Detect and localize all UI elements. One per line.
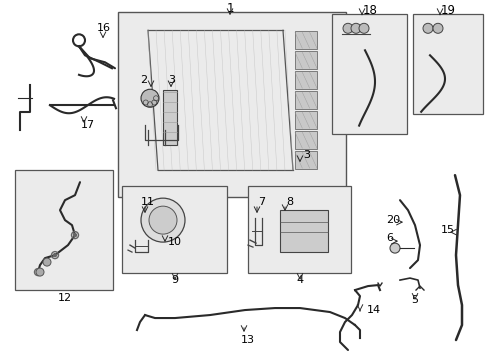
Text: 8: 8 [286,197,293,207]
Text: 20: 20 [385,215,399,225]
Bar [294,31,316,49]
Circle shape [358,23,368,33]
Circle shape [432,23,442,33]
Text: 7: 7 [258,197,265,207]
Bar [280,210,327,252]
Text: 6: 6 [386,233,393,243]
Text: 2: 2 [140,75,147,85]
Text: 11: 11 [141,197,155,207]
Text: 4: 4 [296,275,303,285]
Circle shape [43,258,51,266]
Bar [294,151,316,169]
Circle shape [36,268,44,276]
Text: 1: 1 [226,2,233,15]
Circle shape [37,271,40,274]
Circle shape [53,253,57,257]
Text: 13: 13 [241,335,254,345]
Text: 16: 16 [97,23,111,33]
Circle shape [73,234,76,237]
Bar [15,170,113,290]
Bar [122,186,226,273]
Bar [412,14,482,114]
Text: 9: 9 [171,275,178,285]
Text: 17: 17 [81,120,95,130]
Text: 10: 10 [168,237,182,247]
Text: 3: 3 [303,150,310,160]
Circle shape [141,198,184,242]
Circle shape [141,89,159,107]
Circle shape [342,23,352,33]
Bar [294,131,316,149]
Text: 5: 5 [411,295,418,305]
Text: 3: 3 [168,75,175,85]
Bar [294,111,316,129]
Text: 14: 14 [366,305,380,315]
Bar [163,90,177,145]
Text: 12: 12 [58,293,72,303]
Text: 18: 18 [362,4,377,17]
Circle shape [350,23,360,33]
Circle shape [389,243,399,253]
Text: 19: 19 [440,4,454,17]
Bar [118,12,346,197]
Bar [294,51,316,69]
Bar [294,91,316,109]
Text: 15: 15 [440,225,454,235]
Bar [294,71,316,89]
Bar [247,186,350,273]
Circle shape [149,206,177,234]
Bar [331,14,406,134]
Circle shape [422,23,432,33]
